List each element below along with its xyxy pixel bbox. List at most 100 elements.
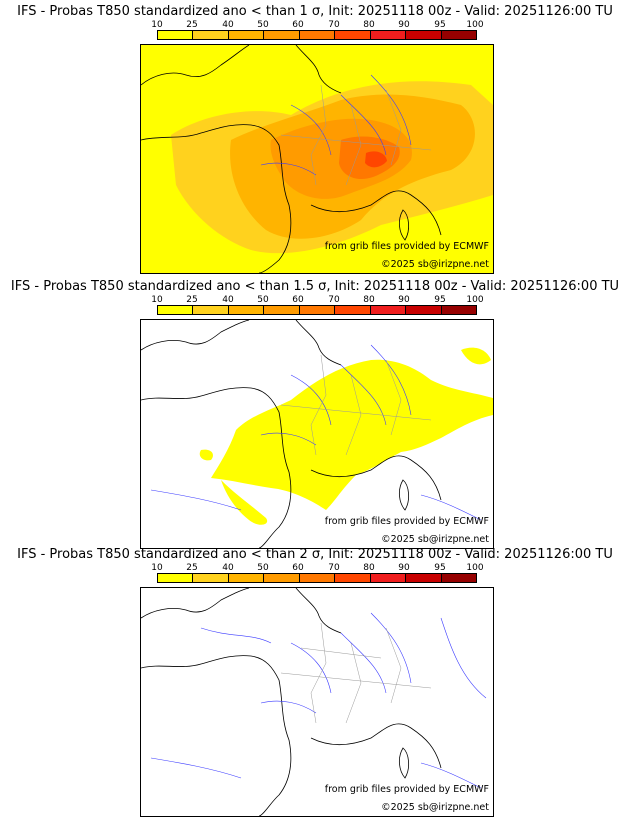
- panel-title: IFS - Probas T850 standardized ano < tha…: [10, 279, 620, 294]
- legend-swatch: [193, 574, 229, 582]
- legend-tick-labels: 10 25 40 50 60 70 80 90 95 100: [140, 20, 496, 30]
- legend-swatch: [193, 31, 229, 39]
- legend-swatch: [441, 306, 476, 314]
- legend-swatch: [193, 306, 229, 314]
- probability-map: from grib files provided by ECMWF ©2025 …: [140, 44, 494, 274]
- legend-swatch: [370, 574, 407, 582]
- coastline-atlantic: [141, 655, 292, 816]
- legend-swatch: [406, 574, 442, 582]
- island-corsica: [399, 209, 409, 241]
- coastline-mediterranean: [310, 455, 442, 501]
- legend-tick: 90: [398, 563, 410, 573]
- legend-tick: 50: [257, 20, 269, 30]
- legend-swatch: [406, 306, 442, 314]
- legend-colorbar: [157, 30, 477, 40]
- map-canvas: [141, 588, 493, 816]
- admin-borders: [280, 84, 432, 186]
- field-10pct: [211, 359, 493, 510]
- legend-swatch: [264, 306, 300, 314]
- legend-tick: 80: [363, 20, 375, 30]
- legend-swatch: [228, 306, 265, 314]
- legend-tick: 10: [151, 563, 163, 573]
- legend-swatch: [335, 31, 371, 39]
- legend-tick: 10: [151, 295, 163, 305]
- coastline-britain: [141, 320, 250, 351]
- coastline-channel: [295, 320, 342, 366]
- legend-tick: 25: [186, 563, 198, 573]
- legend-swatch: [228, 31, 265, 39]
- legend-swatch: [299, 574, 336, 582]
- legend-swatch: [370, 31, 407, 39]
- legend-tick: 10: [151, 20, 163, 30]
- legend-tick: 95: [434, 563, 446, 573]
- map-canvas: [141, 45, 493, 273]
- legend-tick: 90: [398, 295, 410, 305]
- legend-tick: 70: [328, 20, 340, 30]
- legend-tick: 70: [328, 563, 340, 573]
- forecast-panel-1-5sigma: IFS - Probas T850 standardized ano < tha…: [0, 279, 630, 555]
- forecast-panel-1sigma: IFS - Probas T850 standardized ano < tha…: [0, 4, 630, 280]
- field-background: [141, 588, 493, 816]
- legend-swatch: [299, 306, 336, 314]
- legend-tick: 100: [466, 563, 484, 573]
- probability-map: from grib files provided by ECMWF ©2025 …: [140, 319, 494, 549]
- coastline-britain: [141, 588, 250, 619]
- legend-tick: 95: [434, 20, 446, 30]
- legend-colorbar: [157, 573, 477, 583]
- legend-tick: 100: [466, 295, 484, 305]
- legend-tick: 50: [257, 295, 269, 305]
- map-canvas: [141, 320, 493, 548]
- legend-tick: 50: [257, 563, 269, 573]
- legend-swatch: [335, 306, 371, 314]
- rivers: [260, 74, 412, 176]
- legend-swatch: [228, 574, 265, 582]
- legend-tick: 25: [186, 295, 198, 305]
- legend-swatch: [406, 31, 442, 39]
- legend-tick: 90: [398, 20, 410, 30]
- admin-borders: [280, 354, 432, 456]
- credit-source: from grib files provided by ECMWF: [324, 516, 489, 527]
- coastline-atlantic: [141, 387, 292, 548]
- legend-swatch: [335, 574, 371, 582]
- coastline-mediterranean: [310, 723, 442, 769]
- legend-swatch: [299, 31, 336, 39]
- island-corsica: [399, 747, 409, 779]
- legend-tick: 95: [434, 295, 446, 305]
- legend-tick: 100: [466, 20, 484, 30]
- legend-tick: 80: [363, 295, 375, 305]
- legend-tick: 25: [186, 20, 198, 30]
- legend-colorbar: [157, 305, 477, 315]
- field-10pct-ne: [461, 347, 491, 365]
- legend-swatch: [441, 31, 476, 39]
- coastline-channel: [295, 45, 342, 94]
- probability-map: from grib files provided by ECMWF ©2025 …: [140, 587, 494, 817]
- legend-tick: 70: [328, 295, 340, 305]
- legend-tick: 40: [222, 295, 234, 305]
- field-10pct-south: [221, 480, 268, 525]
- island-corsica: [399, 479, 409, 511]
- legend-tick: 60: [292, 20, 304, 30]
- panel-title: IFS - Probas T850 standardized ano < tha…: [17, 547, 613, 562]
- coastline-atlantic: [141, 124, 292, 273]
- legend-swatch: [158, 574, 194, 582]
- legend-tick: 40: [222, 20, 234, 30]
- legend-tick: 60: [292, 295, 304, 305]
- credit-copyright: ©2025 sb@irizpne.net: [381, 534, 489, 545]
- rivers: [150, 612, 487, 789]
- legend-tick: 60: [292, 563, 304, 573]
- credit-source: from grib files provided by ECMWF: [324, 241, 489, 252]
- coastline-mediterranean: [310, 190, 442, 236]
- legend-tick: 40: [222, 563, 234, 573]
- field-10pct-west: [199, 449, 213, 461]
- admin-borders: [280, 622, 432, 724]
- legend-swatch: [158, 306, 194, 314]
- legend-swatch: [264, 574, 300, 582]
- panel-title: IFS - Probas T850 standardized ano < tha…: [17, 4, 613, 19]
- credit-copyright: ©2025 sb@irizpne.net: [381, 802, 489, 813]
- legend-swatch: [370, 306, 407, 314]
- legend-swatch: [158, 31, 194, 39]
- legend-tick: 80: [363, 563, 375, 573]
- forecast-panel-2sigma: IFS - Probas T850 standardized ano < tha…: [0, 547, 630, 823]
- coastline-britain: [141, 45, 250, 86]
- coastline-channel: [295, 588, 342, 634]
